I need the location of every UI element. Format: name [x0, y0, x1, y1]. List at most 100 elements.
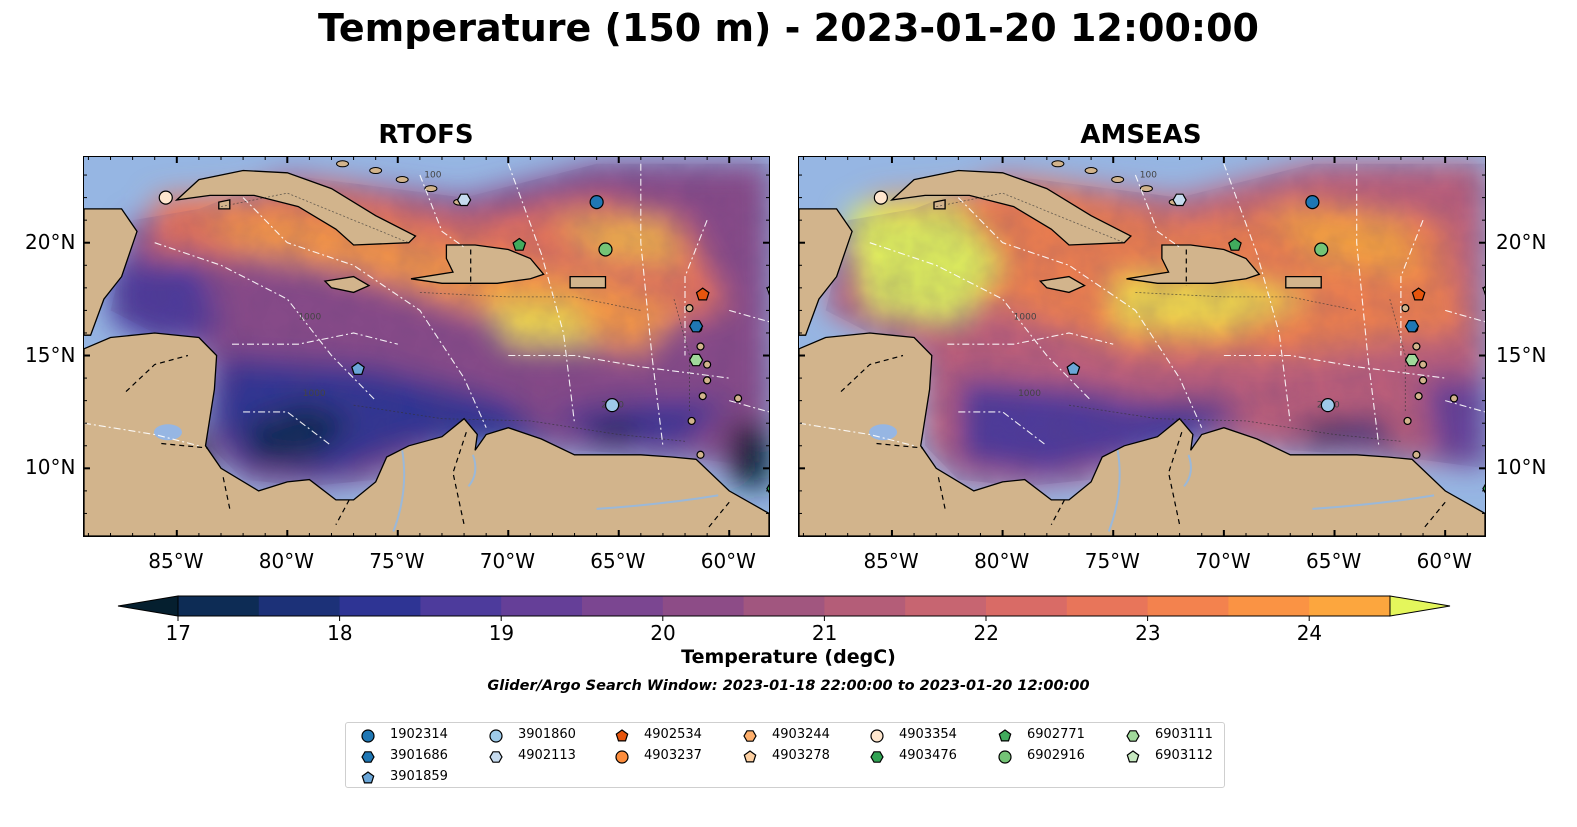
bahamas-island	[1051, 160, 1065, 168]
legend-marker-4902113	[489, 751, 503, 763]
axis-ticks	[799, 157, 1485, 536]
legend-label: 4903237	[644, 748, 702, 763]
legend-marker-6903111	[1126, 730, 1140, 742]
lat-tick-label: 20°N	[1496, 229, 1547, 254]
legend-label: 4903476	[899, 748, 957, 763]
float-marker-6902916[interactable]	[1314, 242, 1329, 257]
float-marker-6902771[interactable]	[1228, 237, 1242, 251]
colorbar-bin	[339, 596, 421, 616]
float-marker-3901859[interactable]	[351, 361, 365, 375]
lesser-antilles-island	[1412, 450, 1421, 459]
lesser-antilles-island	[696, 342, 705, 351]
contour-label: 100	[1140, 170, 1157, 180]
colorbar-tick-label: 20	[650, 621, 676, 645]
float-marker-3901860[interactable]	[1320, 398, 1335, 413]
legend-marker-3901686	[361, 751, 375, 763]
lesser-antilles-island	[1403, 416, 1412, 426]
float-marker-4903354[interactable]	[158, 190, 173, 205]
land-masses	[84, 160, 769, 536]
lesser-antilles-island	[703, 376, 712, 385]
bahamas-island	[1111, 176, 1125, 184]
lesser-antilles-island	[698, 392, 707, 401]
hexagon-marker-icon	[870, 751, 884, 763]
contour-label: 1000	[298, 312, 321, 322]
lon-tick-label: 70°W	[479, 549, 535, 573]
legend-label: 3901859	[390, 769, 448, 784]
legend-marker-6903112	[1126, 750, 1140, 763]
colorbar-bin	[501, 596, 583, 616]
lesser-antilles-island	[703, 360, 712, 369]
float-marker-1902314[interactable]	[589, 195, 604, 210]
float-marker-3901860[interactable]	[605, 398, 620, 413]
colorbar	[117, 595, 1451, 621]
axis-ticks	[84, 157, 769, 536]
legend-marker-4903237	[615, 750, 629, 764]
float-marker-6902771[interactable]	[512, 237, 527, 251]
bahamas-island	[336, 160, 350, 168]
float-marker-4902113[interactable]	[1172, 193, 1187, 207]
colorbar-bin	[178, 596, 260, 616]
bahamas-island	[1139, 185, 1153, 193]
lon-tick-label: 80°W	[974, 549, 1030, 573]
float-marker-1902314[interactable]	[1305, 195, 1320, 210]
contour-label: 1000	[303, 389, 326, 399]
colorbar-bin	[662, 596, 745, 616]
colorbar-tick-label: 24	[1296, 621, 1323, 645]
float-marker-4902534[interactable]	[1411, 287, 1426, 301]
colorbar-bin	[258, 596, 341, 616]
lon-tick-label: 60°W	[700, 549, 756, 573]
panel-title-rtofs: RTOFS	[378, 120, 474, 150]
lon-tick-label: 65°W	[590, 549, 646, 573]
lesser-antilles-island	[1401, 304, 1410, 313]
lon-tick-label: 65°W	[1306, 549, 1362, 573]
bahamas-island	[369, 167, 383, 175]
figure-title: Temperature (150 m) - 2023-01-20 12:00:0…	[317, 6, 1259, 50]
float-marker-3901686[interactable]	[688, 320, 704, 333]
circle-marker-icon	[615, 750, 629, 764]
float-marker-4903354[interactable]	[873, 190, 888, 205]
eez-boundaries	[799, 163, 1485, 447]
hexagon-marker-icon	[489, 751, 503, 763]
bahamas-island	[395, 176, 409, 184]
legend-marker-4903244	[743, 730, 757, 742]
float-marker-3901686[interactable]	[1404, 320, 1420, 333]
float-marker-4902534[interactable]	[695, 287, 710, 301]
contour-label: 1000	[1018, 389, 1041, 399]
colorbar-bin	[1309, 596, 1391, 616]
lon-tick-label: 85°W	[148, 549, 204, 573]
amseas-map[interactable]: 100010010002000	[798, 156, 1486, 537]
isla-juventud-land	[218, 199, 231, 210]
circle-marker-icon	[489, 729, 503, 743]
float-marker-4902113[interactable]	[456, 193, 472, 207]
rtofs-map[interactable]: 100010010002000	[83, 156, 770, 537]
lesser-antilles-island	[687, 416, 696, 426]
land-masses	[799, 160, 1485, 536]
float-markers	[873, 190, 1485, 494]
float-marker-6903111[interactable]	[1404, 353, 1420, 367]
colorbar-bin	[1066, 596, 1149, 616]
map-canvas: 100010010002000	[84, 157, 769, 536]
colorbar-tick-label: 17	[165, 621, 191, 645]
legend-marker-1902314	[361, 729, 375, 743]
lon-tick-label: 80°W	[258, 549, 315, 573]
hexagon-marker-icon	[1126, 730, 1140, 742]
legend-marker-4902534	[615, 729, 629, 742]
colorbar-bin	[824, 596, 906, 616]
yucatan-land	[84, 208, 138, 336]
eez-boundaries	[84, 163, 769, 447]
float-marker-6903111[interactable]	[688, 353, 704, 367]
search-window-text: Glider/Argo Search Window: 2023-01-18 22…	[487, 678, 1090, 694]
colorbar-tick-label: 19	[488, 621, 515, 645]
panel-title-amseas: AMSEAS	[1080, 120, 1202, 150]
float-marker-6902916[interactable]	[598, 242, 613, 257]
colorbar-tick-label: 23	[1135, 621, 1161, 645]
colorbar-label: Temperature (degC)	[681, 646, 896, 668]
legend-marker-6902916	[998, 750, 1012, 764]
cuba-land	[889, 169, 1132, 246]
legend-label: 4902113	[518, 748, 576, 763]
legend-marker-3901860	[489, 729, 503, 743]
lon-tick-label: 75°W	[1084, 549, 1140, 573]
float-marker-3901859[interactable]	[1066, 361, 1081, 375]
legend-label: 4902534	[644, 727, 702, 742]
legend-marker-4903354	[870, 729, 884, 743]
